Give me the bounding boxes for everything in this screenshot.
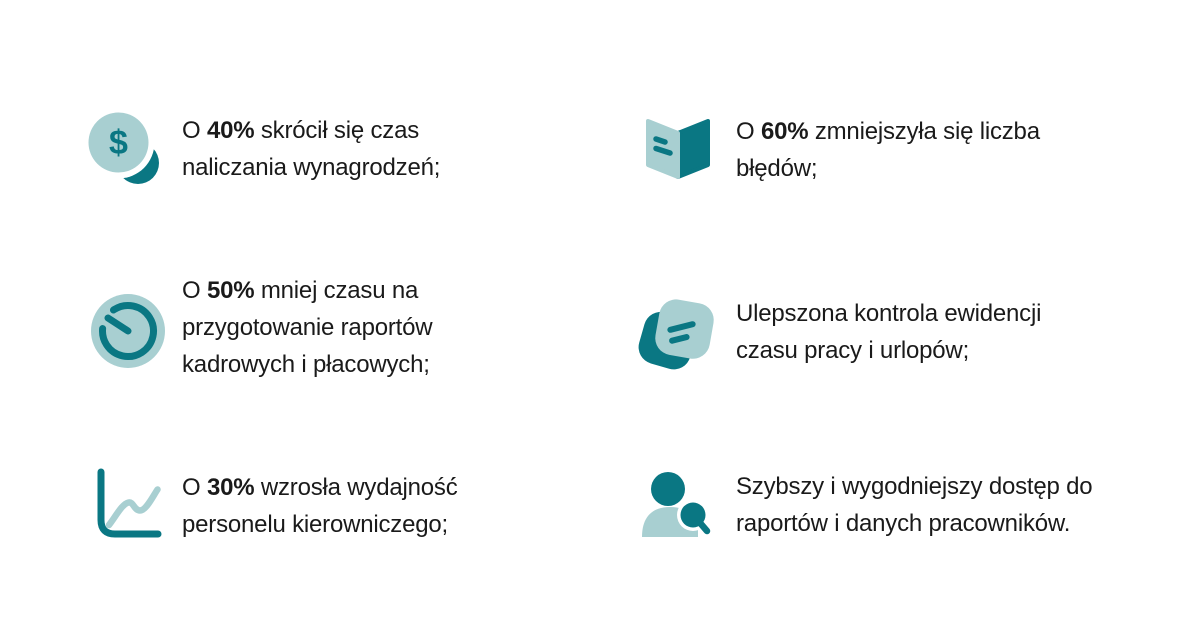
text-segment: błędów;: [736, 155, 818, 182]
text-segment: zmniejszyła się liczba: [808, 118, 1040, 145]
text-line: O 60% zmniejszyła się liczba: [736, 113, 1040, 150]
text-segment: przygotowanie raportów: [182, 314, 433, 341]
person-search-icon: [640, 461, 720, 541]
text-segment: Szybszy i wygodniejszy dostęp do: [736, 473, 1093, 500]
text-line: Szybszy i wygodniejszy dostęp do: [736, 468, 1093, 505]
text-segment: skrócił się czas: [254, 117, 420, 144]
text-segment: raportów i danych pracowników.: [736, 510, 1071, 537]
text-segment: mniej czasu na: [254, 277, 419, 304]
stat-value: 40%: [206, 117, 255, 144]
line-chart-icon: [85, 463, 165, 543]
open-book-icon: [640, 108, 720, 188]
text-line: czasu pracy i urlopów;: [736, 332, 1041, 369]
text-line: błędów;: [736, 150, 1040, 187]
text-line: O 30% wzrosła wydajność́: [182, 469, 458, 506]
timer-icon: [87, 291, 167, 371]
text-segment: wzrosła wydajność́: [254, 474, 458, 501]
text-line: Ulepszona kontrola ewidencji: [736, 295, 1041, 332]
text-segment: personelu kierowniczego;: [182, 511, 449, 538]
text-segment: Ulepszona kontrola ewidencji: [736, 300, 1042, 327]
text-segment: kadrowych i płacowych;: [182, 351, 430, 378]
benefit-management-productivity: O 30% wzrosła wydajność́ personelu kierow…: [182, 469, 458, 543]
stat-value: 50%: [206, 277, 255, 304]
text-line: personelu kierowniczego;: [182, 506, 458, 543]
text-line: O 50% mniej czasu na: [182, 272, 432, 309]
stat-value: 60%: [760, 118, 809, 145]
text-segment: naliczania wynagrodzeń;: [182, 154, 441, 181]
benefit-fewer-errors: O 60% zmniejszyła się liczba błędów;: [736, 113, 1040, 187]
text-line: kadrowych i płacowych;: [182, 346, 432, 383]
text-segment: O: [182, 474, 207, 501]
text-segment: O: [182, 277, 207, 304]
text-segment: O: [736, 118, 761, 145]
text-segment: czasu pracy i urlopów;: [736, 337, 970, 364]
text-line: naliczania wynagrodzeń;: [182, 149, 440, 186]
benefit-attendance-control: Ulepszona kontrola ewidencji czasu pracy …: [736, 295, 1041, 369]
benefit-data-access: Szybszy i wygodniejszy dostęp do raportów…: [736, 468, 1093, 542]
text-line: O 40% skrócił się czas: [182, 112, 440, 149]
money-coin-icon: $: [86, 110, 166, 190]
text-line: przygotowanie raportów: [182, 309, 433, 346]
benefit-report-prep-time: O 50% mniej czasu na przygotowanie raport…: [182, 272, 433, 383]
stat-value: 30%: [206, 474, 255, 501]
text-segment: O: [182, 117, 207, 144]
dollar-glyph: $: [109, 124, 128, 162]
benefit-payroll-time: O 40% skrócił się czas naliczania wynagro…: [182, 112, 440, 186]
chat-notes-icon: [638, 293, 718, 373]
text-line: raportów i danych pracowników.: [736, 505, 1092, 542]
